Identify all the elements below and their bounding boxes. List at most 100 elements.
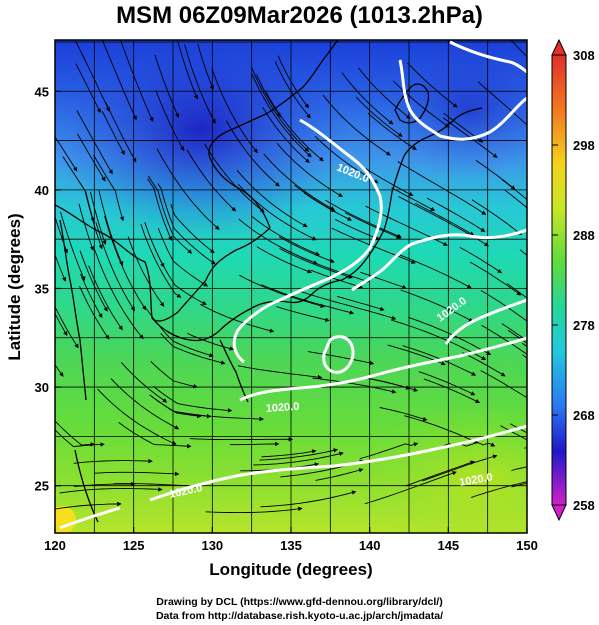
streamline [334,218,381,241]
streamline [73,458,153,464]
streamline [322,94,391,156]
streamline [55,312,68,336]
y-tick-label: 30 [35,380,49,395]
streamline [256,246,313,274]
streamline [149,394,212,419]
x-tick-label: 145 [437,538,459,553]
credit-drawing: Drawing by DCL (https://www.gfd-dennou.o… [156,596,443,608]
streamline [118,422,192,449]
streamline [379,407,428,422]
colorbar-tick-label: 278 [573,318,595,333]
streamline [344,212,401,239]
streamline [276,306,330,322]
streamline [105,102,137,163]
streamline [74,40,110,112]
streamline [55,305,79,349]
streamline [211,67,258,154]
x-tick-label: 140 [359,538,381,553]
streamline [97,388,177,445]
streamline [186,149,237,212]
streamline [501,179,527,201]
streamline [59,487,163,494]
streamline [77,133,106,182]
streamline [341,72,394,125]
colorbar-bottom-arrow [551,504,567,522]
streamline [55,429,105,448]
streamline [176,40,199,100]
x-axis: 120 125 130 135 140 145 150 [44,527,538,553]
streamline [261,284,355,315]
x-tick-label: 120 [44,538,66,553]
streamline [260,490,357,508]
streamline [404,415,479,444]
streamline [367,112,417,151]
streamline [510,40,527,58]
streamline [95,222,135,312]
streamline [237,365,323,380]
streamline [276,143,343,198]
streamline [147,175,193,254]
streamline [422,454,498,482]
map-title: MSM 06Z09Mar2026 (1013.2hPa) [116,2,483,29]
x-tick-label: 135 [280,538,302,553]
colorbar-top-arrow [551,38,567,56]
streamline [294,184,336,213]
x-tick-label: 125 [123,538,145,553]
streamline [265,91,324,162]
streamline [277,55,310,109]
x-tick-label: 130 [201,538,223,553]
streamline [79,250,108,312]
colorbar-tick-label: 288 [573,228,595,243]
streamline [110,378,180,430]
streamline [251,73,312,158]
streamline [315,468,364,481]
colorbar-tick-label: 298 [573,138,595,153]
colorbar-tick-label: 268 [573,408,595,423]
streamline [55,253,67,282]
y-axis-label: Latitude (degrees) [5,213,24,360]
colorbar-tick-label: 308 [573,48,595,63]
streamline [414,202,475,236]
y-tick-label: 45 [35,84,49,99]
streamline [127,236,165,307]
colorbar-scale [551,54,567,506]
contour-label: 1020.0 [265,401,299,415]
streamline [278,236,335,263]
streamline [74,481,136,488]
streamline [325,199,402,238]
streamline [197,43,214,91]
streamline [55,420,95,447]
streamline [62,156,95,223]
streamline [55,501,122,510]
isobars-1020 [59,40,527,530]
streamline [156,148,220,231]
streamline [140,223,182,298]
streamline [358,67,411,119]
streamline [78,203,95,251]
streamline [147,178,173,242]
streamline [314,135,379,184]
streamline [170,203,215,254]
streamline [251,215,320,256]
streamline [262,106,310,163]
streamline [469,261,522,296]
streamline [263,153,335,211]
streamline [480,370,527,399]
streamline [160,333,226,365]
streamline [187,332,235,351]
streamline [274,61,311,119]
streamline [462,352,506,377]
streamline [471,481,527,498]
streamline [360,271,407,290]
streamline [251,67,310,153]
contour-label: 1020.0 [458,471,493,489]
streamline [239,274,326,308]
y-tick-label: 40 [35,183,49,198]
streamline [480,290,527,322]
streamline [199,303,275,333]
streamline [146,308,214,358]
streamline [477,81,527,126]
x-tick-label: 150 [516,538,538,553]
streamline [418,371,476,396]
